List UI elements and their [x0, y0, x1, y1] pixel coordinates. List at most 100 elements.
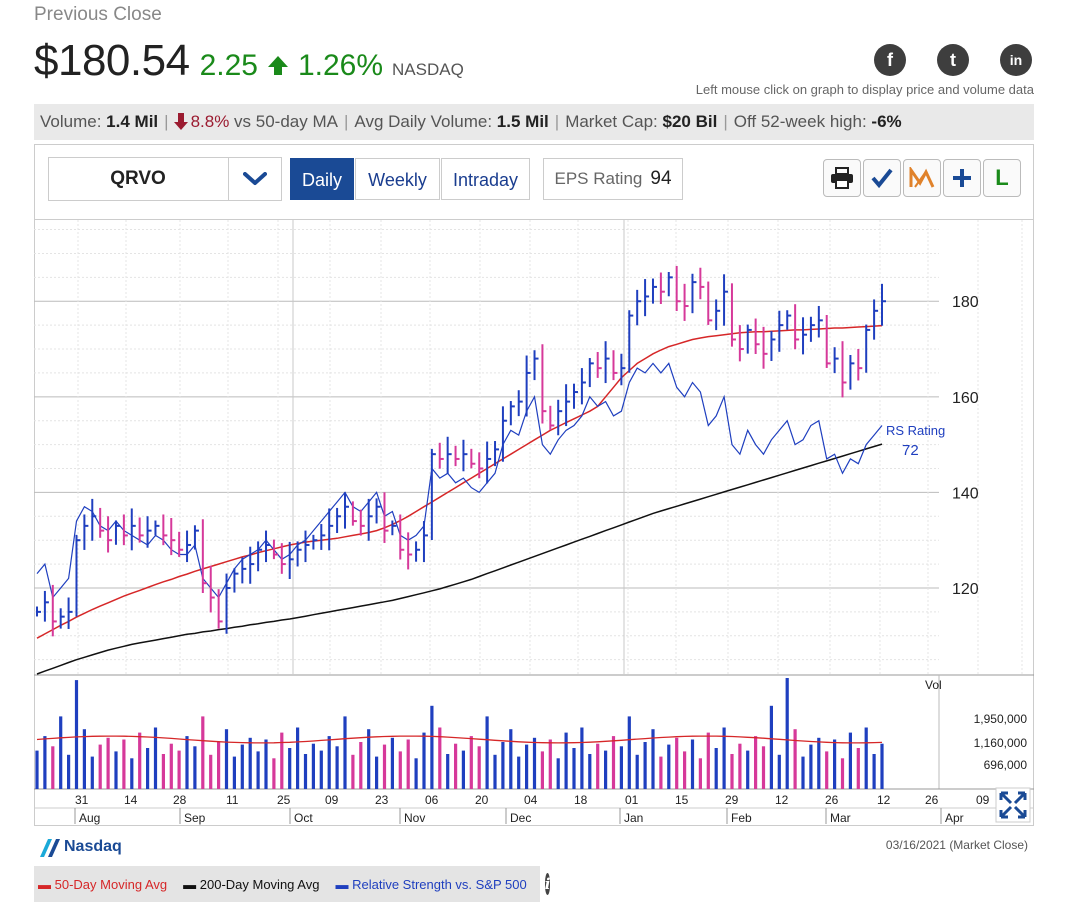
price-bar [193, 525, 199, 550]
volume-bar [185, 736, 189, 789]
nasdaq-logo-text: Nasdaq [64, 838, 122, 855]
checkmark-button[interactable] [863, 159, 901, 197]
vs-ma-label: vs 50-day MA [234, 112, 338, 131]
volume-bar [714, 748, 718, 789]
price-change: 2.25 [199, 49, 258, 82]
volume-bar [430, 705, 434, 790]
price-bar [67, 597, 73, 629]
price-bar [343, 492, 349, 529]
price-tick-label: 120 [952, 581, 979, 598]
up-arrow-icon [267, 56, 288, 75]
volume-bar [454, 743, 458, 789]
legend-ma200-label: 200-Day Moving Avg [199, 876, 320, 892]
price-change-percent: 1.26% [297, 49, 384, 82]
date-tick-label: 12 [775, 793, 789, 807]
symbol-divider [228, 158, 229, 200]
price-bar [51, 584, 57, 637]
price-bar [525, 355, 531, 417]
price-bar [794, 304, 800, 350]
expand-button[interactable] [995, 787, 1031, 823]
price-bar [391, 520, 397, 536]
price-bar [833, 347, 839, 374]
chevron-down-icon [243, 172, 267, 185]
volume-bar [785, 678, 789, 789]
volume-bar [272, 758, 276, 789]
price-bar [114, 520, 120, 545]
volume-bar [793, 729, 797, 789]
info-icon[interactable]: i [544, 873, 551, 895]
symbol-dropdown-button[interactable] [229, 158, 281, 200]
legend-rs-label: Relative Strength vs. S&P 500 [352, 876, 527, 892]
volume-bar [643, 742, 647, 789]
stats-bar: Volume: 1.4 Mil | 8.8% vs 50-day MA | Av… [34, 104, 1034, 140]
price-bar [265, 530, 271, 563]
price-bar [304, 530, 310, 563]
month-label: Dec [510, 811, 531, 825]
price-bar [415, 541, 421, 562]
volume-bar [288, 748, 292, 789]
volume-bar [67, 754, 71, 789]
price-bar [430, 448, 436, 540]
volume-bar [130, 758, 134, 789]
twitter-icon[interactable]: t [937, 44, 969, 76]
price-bar [75, 534, 81, 617]
price-bar [359, 509, 365, 536]
volume-axis-title: Vol [925, 678, 942, 692]
leaderboard-button[interactable]: L [983, 159, 1021, 197]
volume-bar [730, 754, 734, 789]
print-button[interactable] [823, 159, 861, 197]
month-label: Apr [945, 811, 964, 825]
market-cap-value: $20 Bil [662, 112, 718, 131]
tab-intraday[interactable]: Intraday [441, 158, 530, 200]
volume-bar [106, 737, 110, 789]
tab-weekly[interactable]: Weekly [355, 158, 440, 200]
linkedin-icon[interactable]: in [1000, 44, 1032, 76]
volume-bar [469, 736, 473, 789]
volume-bar [35, 750, 39, 789]
volume-bar [738, 743, 742, 789]
volume-axis: 1,950,000 1,160,000 696,000 [974, 712, 1028, 772]
vs-ma-value: 8.8% [190, 112, 230, 131]
price-bar [154, 520, 160, 536]
volume-bar [359, 742, 363, 789]
volume-bar [146, 748, 150, 789]
price-bar [557, 399, 563, 436]
symbol-box [48, 157, 282, 201]
price-bar [565, 384, 571, 427]
marketsmith-button[interactable] [903, 159, 941, 197]
volume-bar [367, 729, 371, 789]
tab-daily[interactable]: Daily [290, 158, 354, 200]
price-bar [620, 353, 626, 386]
leaderboard-icon: L [995, 165, 1009, 190]
price-bar [580, 368, 586, 405]
volume-bar [209, 754, 213, 789]
chart-grid [34, 220, 1034, 809]
month-label: Nov [404, 811, 425, 825]
facebook-icon[interactable]: f [874, 44, 906, 76]
volume-bar [351, 754, 355, 789]
volume-bar [169, 743, 173, 789]
price-tick-label: 140 [952, 485, 979, 502]
volume-bar [98, 744, 102, 789]
date-tick-label: 14 [124, 793, 138, 807]
price-bar [881, 283, 886, 326]
price-bar [865, 324, 871, 373]
price-bar [786, 310, 792, 330]
add-button[interactable] [943, 159, 981, 197]
volume-tick-label: 1,950,000 [974, 712, 1028, 726]
price-bar [438, 442, 444, 469]
volume-bar [525, 744, 529, 789]
month-label: Jan [624, 811, 643, 825]
volume-bar [256, 751, 260, 789]
chart-toolbar [34, 144, 1034, 220]
price-bar [517, 390, 523, 417]
symbol-input[interactable]: QRVO [110, 168, 166, 189]
volume-bar [872, 754, 876, 789]
volume-bar [311, 743, 315, 789]
date-tick-label: 26 [825, 793, 839, 807]
price-bar [636, 289, 642, 326]
volume-bar [485, 716, 489, 789]
price-bar [422, 521, 428, 563]
price-bar [296, 541, 302, 567]
